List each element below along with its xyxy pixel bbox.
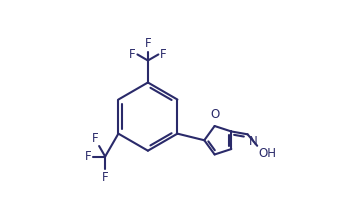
Text: F: F [129, 48, 136, 61]
Text: OH: OH [258, 147, 276, 160]
Text: F: F [160, 48, 167, 61]
Text: F: F [91, 132, 98, 145]
Text: F: F [145, 37, 151, 50]
Text: O: O [210, 108, 219, 121]
Text: N: N [249, 136, 257, 149]
Text: F: F [102, 171, 108, 184]
Text: F: F [85, 150, 92, 163]
